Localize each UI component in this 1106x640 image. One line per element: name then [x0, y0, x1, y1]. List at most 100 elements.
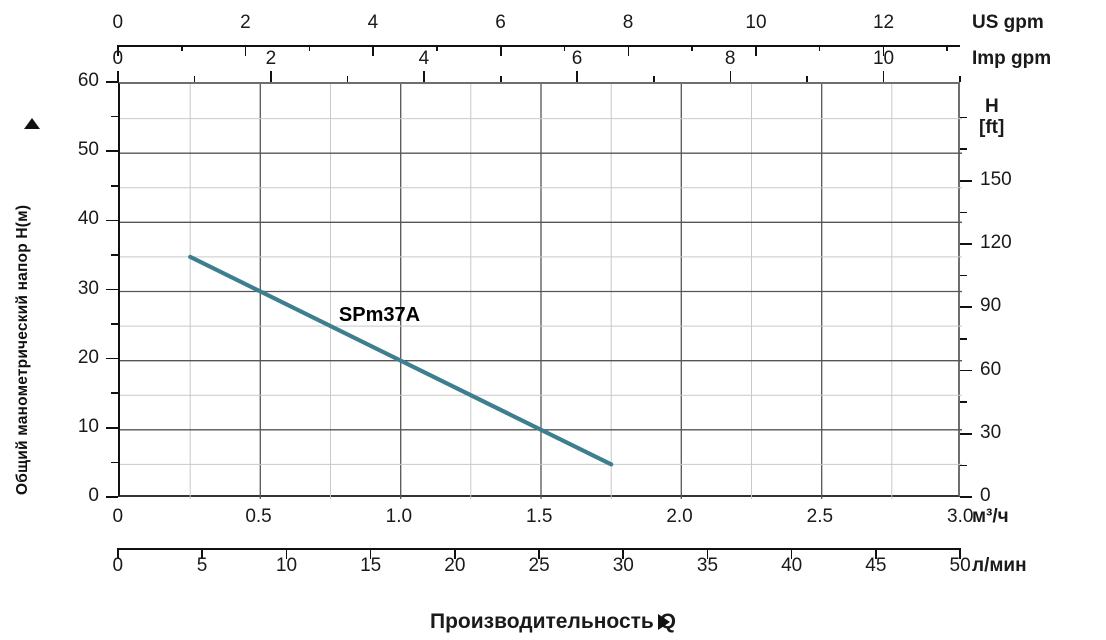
tick-minor	[818, 45, 821, 51]
tick-major	[106, 81, 118, 83]
tick-label: 60	[980, 358, 1002, 380]
tick-major	[960, 432, 972, 435]
tick-major	[960, 243, 972, 245]
tick-minor	[111, 254, 118, 256]
tick-label: 120	[980, 232, 1012, 254]
tick-minor	[960, 116, 967, 119]
y-axis-arrow-icon	[24, 118, 40, 129]
tick-major	[454, 548, 456, 559]
tick-minor	[563, 45, 566, 51]
tick-minor	[111, 184, 118, 187]
tick-label: 30	[980, 421, 1002, 443]
tick-label: 0	[112, 48, 124, 69]
tick-major	[627, 45, 630, 56]
tick-label: 15	[360, 555, 382, 576]
tick-minor	[180, 45, 183, 51]
tick-major	[882, 71, 885, 82]
axis-unit-h-label: H	[985, 96, 999, 117]
tick-label: 20	[77, 346, 99, 368]
tick-minor	[111, 461, 118, 464]
tick-label: 2.0	[666, 506, 693, 527]
tick-label: 1.0	[385, 506, 413, 527]
plot-area: SPm37A	[118, 82, 962, 499]
tick-major	[755, 45, 757, 56]
x-axis-title: Производительность Q	[430, 610, 677, 633]
tick-major	[960, 496, 972, 498]
tick-minor	[691, 45, 693, 51]
axis-unit-imp-gpm: Imp gpm	[972, 48, 1052, 69]
tick-major	[106, 427, 118, 429]
tick-major	[960, 306, 972, 309]
tick-major	[960, 179, 972, 182]
tick-label: 2	[265, 48, 277, 69]
tick-label: 10	[745, 12, 767, 33]
tick-minor	[193, 76, 196, 82]
tick-label: 0	[88, 485, 99, 506]
tick-major	[959, 548, 961, 559]
tick-label: 8	[622, 12, 634, 33]
tick-major	[106, 150, 118, 152]
tick-label: 10	[77, 415, 99, 437]
tick-label: 30	[77, 277, 99, 299]
tick-label: 0	[112, 12, 124, 33]
tick-major	[372, 45, 374, 56]
tick-label: 4	[367, 12, 379, 33]
tick-major	[244, 45, 247, 56]
tick-label: 3.0	[947, 506, 974, 527]
tick-label: 4	[418, 48, 430, 69]
tick-minor	[960, 338, 967, 340]
tick-label: 45	[865, 555, 887, 576]
tick-label: 10	[275, 555, 298, 576]
tick-label: 0	[112, 555, 124, 576]
tick-minor	[946, 45, 949, 51]
tick-label: 50	[77, 139, 99, 161]
tick-major	[106, 357, 118, 360]
tick-major	[106, 288, 118, 291]
axis-unit-ft-label: [ft]	[979, 117, 1005, 138]
tick-label: 90	[980, 295, 1002, 317]
tick-major	[622, 548, 624, 559]
tick-major	[117, 548, 119, 559]
tick-label: 1.5	[526, 506, 553, 527]
tick-label: 10	[872, 48, 895, 69]
tick-label: 12	[872, 12, 895, 33]
tick-minor	[308, 45, 311, 51]
tick-major	[423, 71, 425, 82]
tick-label: 0	[112, 506, 124, 527]
tick-minor	[960, 211, 967, 214]
tick-minor	[111, 323, 118, 325]
tick-major	[499, 45, 502, 56]
tick-label: 50	[949, 555, 971, 576]
axis-unit-lmin: л/мин	[972, 555, 1027, 576]
tick-minor	[346, 76, 349, 82]
x-axis-arrow-icon	[658, 614, 670, 630]
tick-label: 40	[77, 208, 99, 230]
tick-minor	[806, 76, 808, 82]
tick-label: 8	[724, 48, 736, 69]
tick-label: 2.5	[806, 506, 834, 527]
tick-minor	[653, 76, 655, 82]
tick-major	[369, 548, 372, 559]
tick-label: 2	[240, 12, 251, 33]
curve-label-spm37a: SPm37A	[338, 303, 421, 326]
tick-minor	[960, 401, 967, 403]
tick-label: 6	[571, 48, 583, 69]
tick-minor	[960, 274, 967, 277]
tick-label: 60	[77, 70, 99, 91]
tick-minor	[959, 76, 961, 82]
tick-label: 35	[696, 555, 719, 576]
tick-label: 40	[781, 555, 803, 576]
tick-major	[106, 496, 118, 498]
tick-major	[285, 548, 288, 559]
tick-major	[270, 71, 272, 82]
axis-unit-m3h: м³/ч	[972, 506, 1009, 527]
tick-label: 150	[980, 168, 1012, 190]
tick-label: 5	[196, 555, 208, 576]
tick-major	[882, 45, 885, 56]
tick-major	[538, 548, 540, 559]
tick-major	[729, 71, 732, 82]
tick-major	[201, 548, 203, 559]
tick-major	[706, 548, 709, 559]
tick-major	[790, 548, 793, 559]
